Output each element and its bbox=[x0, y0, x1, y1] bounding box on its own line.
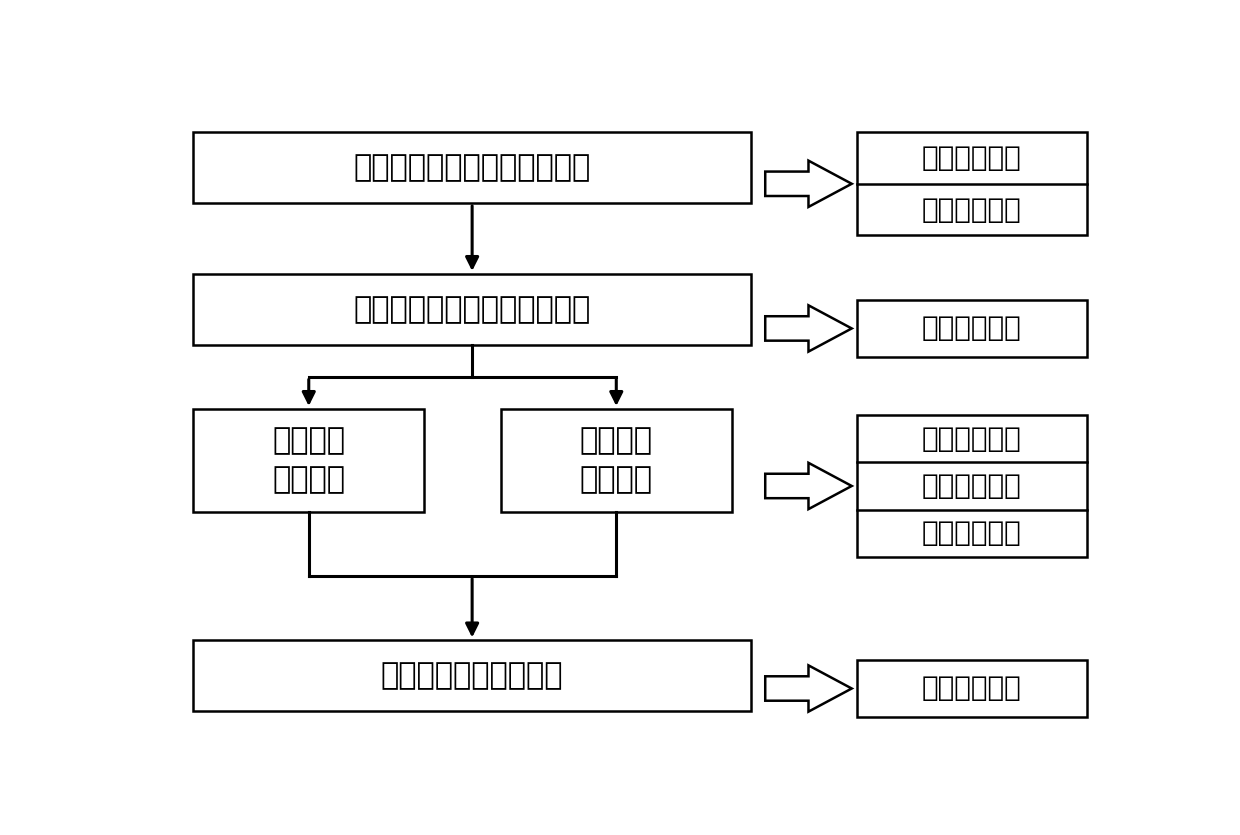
Text: 扭矩传递规律: 扭矩传递规律 bbox=[923, 315, 1022, 342]
Text: 手爪结构
参数设计: 手爪结构 参数设计 bbox=[580, 427, 652, 493]
Text: 质量惯量特性: 质量惯量特性 bbox=[923, 195, 1022, 224]
Text: 关节轨迹
规划设计: 关节轨迹 规划设计 bbox=[273, 427, 345, 493]
Bar bbox=[193, 274, 750, 345]
Bar bbox=[857, 660, 1087, 717]
Bar bbox=[857, 415, 1087, 557]
Polygon shape bbox=[765, 160, 852, 207]
Text: 绳驱欠驱动抓取系统基本结构: 绳驱欠驱动抓取系统基本结构 bbox=[353, 153, 590, 182]
Bar bbox=[857, 133, 1087, 235]
Bar bbox=[501, 409, 732, 512]
Text: 关节初始扭矩: 关节初始扭矩 bbox=[923, 519, 1022, 547]
Polygon shape bbox=[765, 306, 852, 352]
Text: 关节滑轮半径: 关节滑轮半径 bbox=[923, 425, 1022, 453]
Text: 关节指节长度: 关节指节长度 bbox=[923, 144, 1022, 172]
Text: 扭簧刚度系数: 扭簧刚度系数 bbox=[923, 472, 1022, 500]
Text: 绳索拉力设计: 绳索拉力设计 bbox=[923, 675, 1022, 702]
Bar bbox=[193, 640, 750, 711]
Polygon shape bbox=[765, 665, 852, 711]
Bar bbox=[857, 300, 1087, 357]
Bar bbox=[193, 133, 750, 203]
Text: 绳驱拉力控制策略设计: 绳驱拉力控制策略设计 bbox=[381, 661, 563, 691]
Text: 绳驱滑轮关节传动分析与简化: 绳驱滑轮关节传动分析与简化 bbox=[353, 295, 590, 324]
Bar bbox=[193, 409, 424, 512]
Polygon shape bbox=[765, 463, 852, 509]
